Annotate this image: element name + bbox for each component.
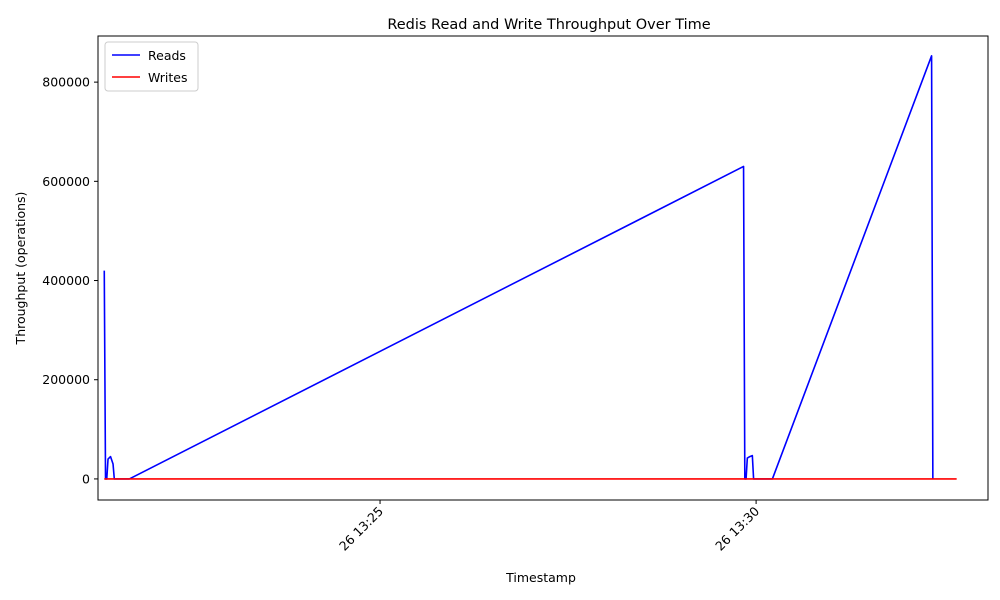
series-layer bbox=[103, 55, 957, 480]
y-tick-label: 400000 bbox=[42, 273, 90, 288]
y-tick-label: 200000 bbox=[42, 372, 90, 387]
chart-title: Redis Read and Write Throughput Over Tim… bbox=[387, 17, 710, 33]
y-tick-label: 600000 bbox=[42, 174, 90, 189]
legend: Reads Writes bbox=[104, 41, 199, 92]
y-axis-label: Throughput (operations) bbox=[13, 192, 28, 346]
x-axis-label: Timestamp bbox=[505, 570, 576, 585]
y-tick-label: 800000 bbox=[42, 75, 90, 90]
legend-writes-label: Writes bbox=[148, 70, 188, 85]
legend-reads-label: Reads bbox=[148, 48, 186, 63]
plot-area bbox=[103, 55, 957, 480]
y-tick-label: 0 bbox=[82, 471, 90, 486]
plot-frame bbox=[97, 35, 989, 501]
